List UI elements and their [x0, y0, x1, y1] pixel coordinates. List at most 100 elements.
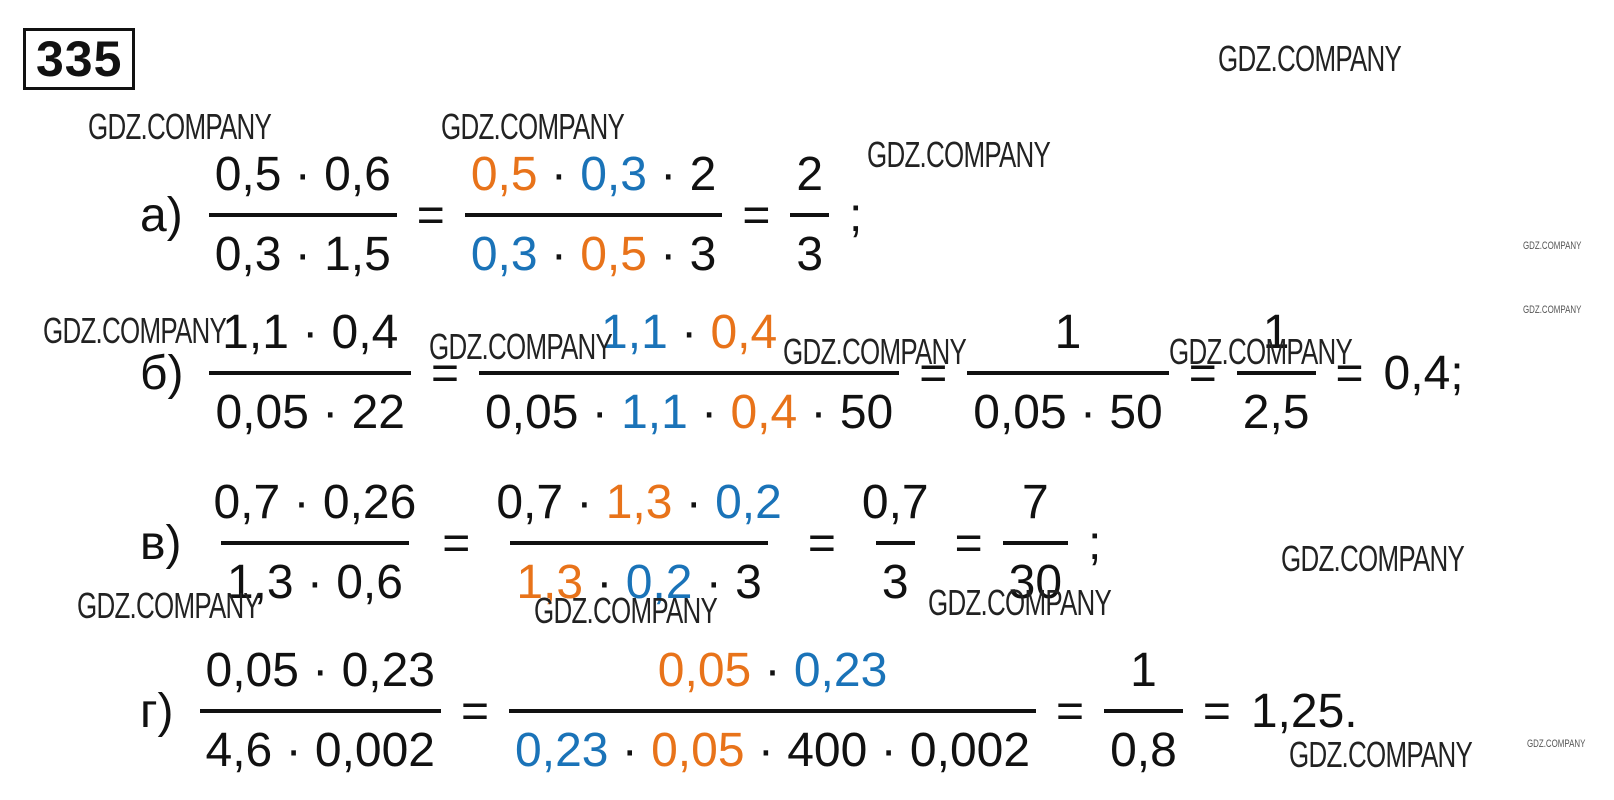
term: 0,05: [651, 724, 745, 777]
denominator: 3: [790, 213, 830, 293]
term: 0,2: [625, 556, 693, 609]
equals-sign: =: [1202, 684, 1231, 738]
term: 0,23: [515, 724, 609, 777]
equals-sign: =: [461, 684, 490, 738]
row-label: г): [140, 684, 174, 738]
watermark: GDZ.COMPANY: [88, 106, 272, 147]
text: 1,25.: [1250, 684, 1358, 738]
equals-sign: =: [807, 516, 836, 570]
denominator: 0,8: [1104, 709, 1183, 789]
equals-sign: =: [742, 188, 771, 242]
term: · 3: [646, 228, 717, 281]
fraction: 7 30: [1002, 465, 1069, 621]
term: 0,05 · 22: [215, 386, 405, 439]
numerator: 1,1 · 0,4: [595, 295, 783, 371]
equals-sign: =: [430, 346, 459, 400]
denominator: 0,05 · 1,1 · 0,4 · 50: [478, 371, 900, 451]
watermark: GDZ.COMPANY: [77, 585, 261, 626]
term: 2: [796, 148, 824, 201]
fraction: 1,1 · 0,4 0,05 · 22: [209, 295, 411, 451]
term: 1: [1130, 644, 1157, 697]
term: ·: [583, 556, 626, 609]
fraction: 0,7 · 0,26 1,3 · 0,6: [207, 465, 422, 621]
fraction: 1 2,5: [1236, 295, 1316, 451]
term: 0,7 · 0,26: [213, 476, 417, 529]
problem-number: 335: [23, 28, 136, 90]
term: 0,3: [470, 228, 538, 281]
term: 1,3: [605, 476, 673, 529]
denominator: 3: [875, 541, 915, 621]
row-label: б): [140, 346, 184, 400]
watermark: GDZ.COMPANY: [1281, 538, 1465, 579]
term: 4,6 · 0,002: [205, 724, 436, 777]
numerator: 0,7 · 1,3 · 0,2: [490, 465, 788, 541]
fraction: 0,7 · 1,3 · 0,2 1,3 · 0,2 · 3: [490, 465, 788, 621]
term: · 3: [692, 556, 762, 609]
numerator: 0,7 · 0,26: [207, 465, 422, 541]
term: 30: [1008, 556, 1063, 609]
equals-sign: =: [919, 346, 948, 400]
numerator: 2: [790, 137, 829, 213]
watermark: GDZ.COMPANY: [867, 134, 1051, 175]
term: 2,5: [1242, 386, 1310, 439]
equation-row: г) 0,05 · 0,23 4,6 · 0,002 = 0,05 · 0,23 0,23…: [140, 626, 1358, 796]
row-label: в): [140, 516, 182, 570]
fraction: 1 0,05 · 50: [967, 295, 1169, 451]
term: 0,05: [657, 644, 752, 697]
fraction: 0,05 · 0,23 0,23 · 0,05 · 400 · 0,002: [509, 633, 1037, 789]
watermark: GDZ.COMPANY: [441, 106, 625, 147]
fraction: 0,5 · 0,3 · 2 0,3 · 0,5 · 3: [464, 137, 723, 293]
watermark: GDZ.COMPANY: [1523, 240, 1582, 252]
row-label: а): [140, 188, 183, 242]
term: · 50: [797, 386, 894, 439]
term: 0,3 · 1,5: [214, 228, 391, 281]
denominator: 1,3 · 0,2 · 3: [510, 541, 768, 621]
term: 0,3: [580, 148, 647, 201]
watermark: GDZ.COMPANY: [1169, 331, 1353, 372]
term: 0,2: [715, 476, 782, 529]
term: ·: [608, 724, 652, 777]
watermark: GDZ.COMPANY: [1523, 304, 1582, 316]
equation-row: б) 1,1 · 0,4 0,05 · 22 = 1,1 · 0,4 0,05 · 1,1…: [140, 288, 1464, 458]
fraction: 1,1 · 0,4 0,05 · 1,1 · 0,4 · 50: [478, 295, 900, 451]
term: ·: [537, 228, 581, 281]
term: ·: [687, 386, 731, 439]
term: 1: [1262, 306, 1290, 359]
term: 0,4: [710, 306, 778, 359]
term: 0,05 ·: [484, 386, 622, 439]
equation-row: а) 0,5 · 0,6 0,3 · 1,5 = 0,5 · 0,3 · 2 0,3 · …: [140, 130, 862, 300]
equals-sign: =: [1188, 346, 1217, 400]
term: 3: [796, 228, 824, 281]
term: 1,3: [516, 556, 584, 609]
equals-sign: =: [1335, 346, 1364, 400]
equals-sign: =: [954, 516, 983, 570]
text: 0,4;: [1383, 346, 1464, 400]
fraction: 0,7 3: [856, 465, 935, 621]
term: 1,1 · 0,4: [222, 306, 399, 359]
denominator: 30: [1002, 541, 1069, 621]
term: 0,5: [580, 228, 647, 281]
term: 1: [1054, 306, 1082, 359]
watermark: GDZ.COMPANY: [783, 331, 967, 372]
fraction: 1 0,8: [1104, 633, 1183, 789]
numerator: 1: [1257, 295, 1296, 371]
numerator: 0,7: [856, 465, 935, 541]
denominator: 2,5: [1236, 371, 1316, 451]
fraction: 0,05 · 0,23 4,6 · 0,002: [199, 633, 441, 789]
term: 0,5 · 0,6: [214, 148, 391, 201]
term: ·: [672, 476, 716, 529]
numerator: 0,5 · 0,3 · 2: [465, 137, 722, 213]
term: 0,23: [793, 644, 888, 697]
term: 0,05 · 0,23: [205, 644, 436, 697]
watermark: GDZ.COMPANY: [1289, 734, 1473, 775]
term: 1,1: [601, 306, 668, 359]
numerator: 1,1 · 0,4: [216, 295, 404, 371]
term: 0,7 ·: [496, 476, 606, 529]
term: · 400 · 0,002: [744, 724, 1031, 777]
term: 0,8: [1110, 724, 1177, 777]
term: ·: [751, 644, 794, 697]
term: 7: [1021, 476, 1049, 529]
equation-row: в) 0,7 · 0,26 1,3 · 0,6 = 0,7 · 1,3 · 0,2 1,3…: [140, 458, 1101, 628]
